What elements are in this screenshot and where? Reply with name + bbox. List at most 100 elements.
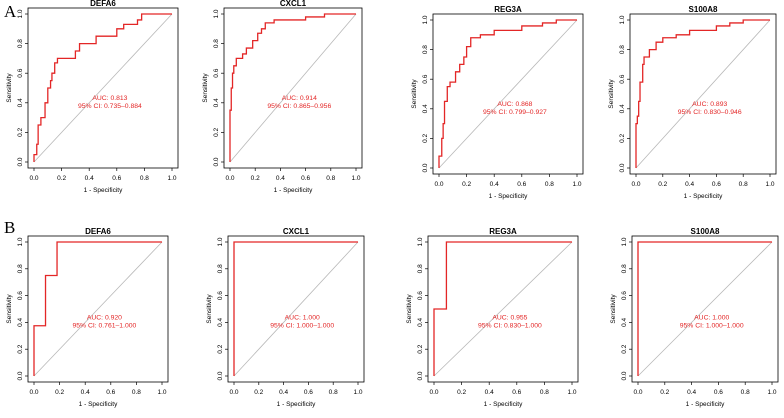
ci-label: 95% CI: 0.799–0.927: [483, 109, 547, 116]
y-tick-label: 0.8: [619, 45, 626, 54]
roc-plot-s100a8-b: 0.0 0.0 0.2 0.2 0.4 0.4 0.6 0.6 0.8 0.8 1.0 1.0 1 - …: [606, 226, 782, 414]
reference-diagonal: [635, 19, 771, 169]
reference-diagonal: [433, 241, 573, 377]
reference-diagonal: [637, 241, 773, 377]
x-tick-label: 0.4: [276, 175, 285, 182]
x-tick-label: 0.0: [29, 175, 38, 182]
y-axis-label: Sensitivity: [406, 294, 413, 324]
y-tick-label: 0.4: [17, 98, 24, 107]
y-tick-label: 1.0: [422, 15, 429, 24]
roc-curve: [438, 19, 577, 168]
x-tick-label: 0.8: [132, 389, 141, 396]
y-tick-label: 0.6: [417, 291, 424, 300]
auc-label: AUC: 0.868: [497, 101, 532, 108]
plot-frame: [629, 13, 777, 175]
ci-label: 95% CI: 1.000–1.000: [270, 323, 334, 330]
x-tick-label: 1.0: [767, 389, 776, 396]
y-axis-label: Sensitivity: [6, 294, 13, 324]
y-tick-label: 0.6: [422, 74, 429, 83]
y-tick-label: 0.4: [422, 104, 429, 113]
roc-plot-defa6-b: 0.0 0.0 0.2 0.2 0.4 0.4 0.6 0.6 0.8 0.8 1.0 1.0 1 - …: [2, 226, 172, 414]
x-tick-label: 1.0: [167, 175, 176, 182]
roc-curve: [635, 19, 770, 168]
x-tick-label: 1.0: [351, 175, 360, 182]
x-tick-label: 0.0: [229, 389, 238, 396]
reference-diagonal: [229, 13, 357, 163]
x-tick-label: 0.6: [714, 389, 723, 396]
x-tick-label: 1.0: [567, 389, 576, 396]
y-tick-label: 1.0: [17, 9, 24, 18]
auc-label: AUC: 0.893: [692, 101, 727, 108]
x-tick-label: 0.2: [254, 389, 263, 396]
plot-title: S100A8: [691, 227, 720, 236]
reference-diagonal: [438, 19, 578, 169]
y-tick-label: 0.0: [217, 371, 224, 380]
y-tick-label: 1.0: [17, 237, 24, 246]
y-tick-label: 0.4: [213, 98, 220, 107]
y-tick-label: 0.8: [621, 264, 628, 273]
roc-plot-reg3a-a: 0.0 0.0 0.2 0.2 0.4 0.4 0.6 0.6 0.8 0.8 1.0 1.0 1 - …: [407, 4, 587, 206]
auc-label: AUC: 1.000: [694, 315, 729, 322]
roc-plot-s100a8-a: 0.0 0.0 0.2 0.2 0.4 0.4 0.6 0.6 0.8 0.8 1.0 1.0 1 - …: [604, 4, 780, 206]
y-tick-label: 0.2: [17, 344, 24, 353]
y-tick-label: 0.6: [619, 74, 626, 83]
y-tick-label: 0.4: [217, 318, 224, 327]
x-tick-label: 0.8: [540, 389, 549, 396]
y-tick-label: 0.6: [621, 291, 628, 300]
y-axis-label: Sensitivity: [608, 79, 615, 109]
x-tick-label: 0.0: [434, 181, 443, 188]
auc-label: AUC: 0.955: [492, 315, 527, 322]
x-tick-label: 0.4: [687, 389, 696, 396]
y-tick-label: 0.2: [17, 128, 24, 137]
y-tick-label: 0.0: [213, 157, 220, 166]
y-tick-label: 0.2: [213, 128, 220, 137]
ci-label: 95% CI: 0.735–0.884: [78, 103, 142, 110]
x-tick-label: 0.6: [112, 175, 121, 182]
y-axis-label: Sensitivity: [6, 73, 13, 103]
x-tick-label: 0.0: [429, 389, 438, 396]
x-axis-label: 1 - Specificity: [274, 187, 313, 194]
y-tick-label: 0.0: [422, 163, 429, 172]
x-tick-label: 0.2: [658, 181, 667, 188]
y-tick-label: 1.0: [619, 15, 626, 24]
plot-title: CXCL1: [283, 227, 310, 236]
plot-frame: [427, 235, 579, 383]
ci-label: 95% CI: 0.865–0.956: [267, 103, 331, 110]
plot-frame: [432, 13, 584, 175]
x-tick-label: 0.0: [29, 389, 38, 396]
x-axis-label: 1 - Specificity: [84, 187, 123, 194]
y-tick-label: 0.0: [619, 163, 626, 172]
x-tick-label: 0.6: [304, 389, 313, 396]
x-tick-label: 0.4: [485, 389, 494, 396]
x-tick-label: 0.6: [301, 175, 310, 182]
y-tick-label: 1.0: [417, 237, 424, 246]
y-tick-label: 0.8: [17, 264, 24, 273]
x-tick-label: 0.4: [279, 389, 288, 396]
y-tick-label: 0.6: [217, 291, 224, 300]
x-axis-label: 1 - Specificity: [489, 193, 528, 200]
plot-title: DEFA6: [90, 0, 116, 8]
y-tick-label: 0.2: [417, 344, 424, 353]
y-axis-label: Sensitivity: [202, 73, 209, 103]
plot-title: CXCL1: [280, 0, 307, 8]
x-tick-label: 0.2: [457, 389, 466, 396]
x-tick-label: 1.0: [572, 181, 581, 188]
x-tick-label: 1.0: [157, 389, 166, 396]
y-tick-label: 0.4: [621, 318, 628, 327]
y-tick-label: 0.0: [17, 371, 24, 380]
reference-diagonal: [33, 13, 173, 163]
x-tick-label: 0.8: [140, 175, 149, 182]
ci-label: 95% CI: 0.761–1.000: [72, 323, 136, 330]
y-tick-label: 0.0: [621, 371, 628, 380]
x-tick-label: 0.4: [81, 389, 90, 396]
x-tick-label: 0.4: [85, 175, 94, 182]
y-tick-label: 0.2: [217, 344, 224, 353]
x-tick-label: 0.6: [512, 389, 521, 396]
x-axis-label: 1 - Specificity: [484, 401, 523, 408]
ci-label: 95% CI: 0.830–0.946: [678, 109, 742, 116]
roc-plot-reg3a-b: 0.0 0.0 0.2 0.2 0.4 0.4 0.6 0.6 0.8 0.8 1.0 1.0 1 - …: [402, 226, 582, 414]
x-tick-label: 0.4: [490, 181, 499, 188]
auc-label: AUC: 0.914: [282, 95, 317, 102]
x-tick-label: 0.6: [106, 389, 115, 396]
ci-label: 95% CI: 0.830–1.000: [478, 323, 542, 330]
